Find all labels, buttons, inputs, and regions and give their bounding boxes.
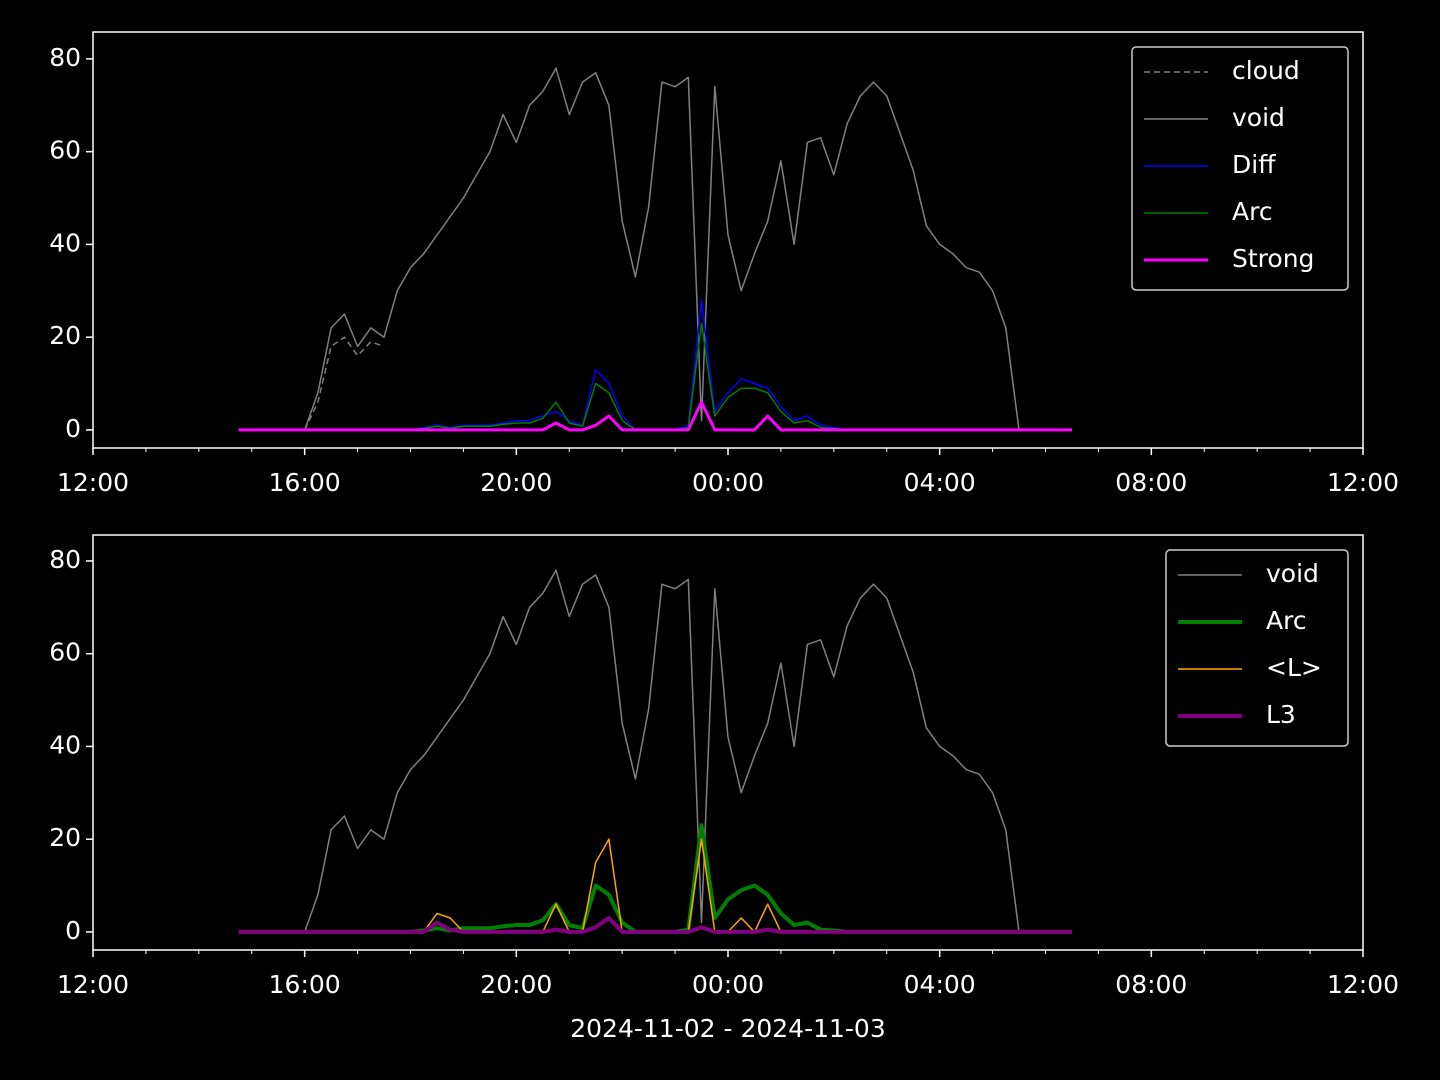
series-line [304, 336, 385, 431]
x-tick-label: 20:00 [480, 970, 552, 999]
legend-label: void [1232, 103, 1285, 132]
y-tick-label: 20 [49, 321, 81, 350]
x-tick-label: 00:00 [692, 468, 764, 497]
legend-label: L3 [1266, 700, 1296, 729]
x-tick-label: 08:00 [1115, 970, 1187, 999]
legend-box [1165, 549, 1349, 747]
legend-label: Arc [1266, 606, 1307, 635]
axes-frame [92, 534, 1364, 951]
x-tick-label: 20:00 [480, 468, 552, 497]
x-tick-label: 12:00 [1327, 468, 1399, 497]
y-tick-label: 0 [65, 414, 81, 443]
y-tick-label: 60 [49, 136, 81, 165]
legend-label: Diff [1232, 150, 1276, 179]
legend-label: void [1266, 559, 1319, 588]
x-tick-label: 04:00 [904, 468, 976, 497]
series-line [303, 569, 1020, 933]
y-tick-label: 80 [49, 43, 81, 72]
series-line [238, 916, 1072, 934]
series-line [238, 299, 1072, 431]
series-line [303, 67, 1020, 431]
y-tick-label: 40 [49, 228, 81, 257]
axes-frame [92, 31, 1364, 449]
legend-label: Arc [1232, 197, 1273, 226]
legend-box [1131, 46, 1349, 291]
x-axis-label: 2024-11-02 - 2024-11-03 [570, 1014, 886, 1043]
x-tick-label: 00:00 [692, 970, 764, 999]
series-line [238, 400, 1072, 432]
series-line [238, 838, 1072, 933]
x-tick-label: 08:00 [1115, 468, 1187, 497]
y-tick-label: 0 [65, 916, 81, 945]
x-tick-label: 12:00 [1327, 970, 1399, 999]
legend-label: Strong [1232, 244, 1314, 273]
x-tick-label: 16:00 [269, 468, 341, 497]
x-tick-label: 16:00 [269, 970, 341, 999]
x-tick-label: 04:00 [904, 970, 976, 999]
x-tick-label: 12:00 [57, 970, 129, 999]
y-tick-label: 20 [49, 823, 81, 852]
x-tick-label: 12:00 [57, 468, 129, 497]
y-tick-label: 60 [49, 638, 81, 667]
legend-label: cloud [1232, 56, 1300, 85]
y-tick-label: 40 [49, 730, 81, 759]
legend-label: <L> [1266, 653, 1322, 682]
y-tick-label: 80 [49, 545, 81, 574]
